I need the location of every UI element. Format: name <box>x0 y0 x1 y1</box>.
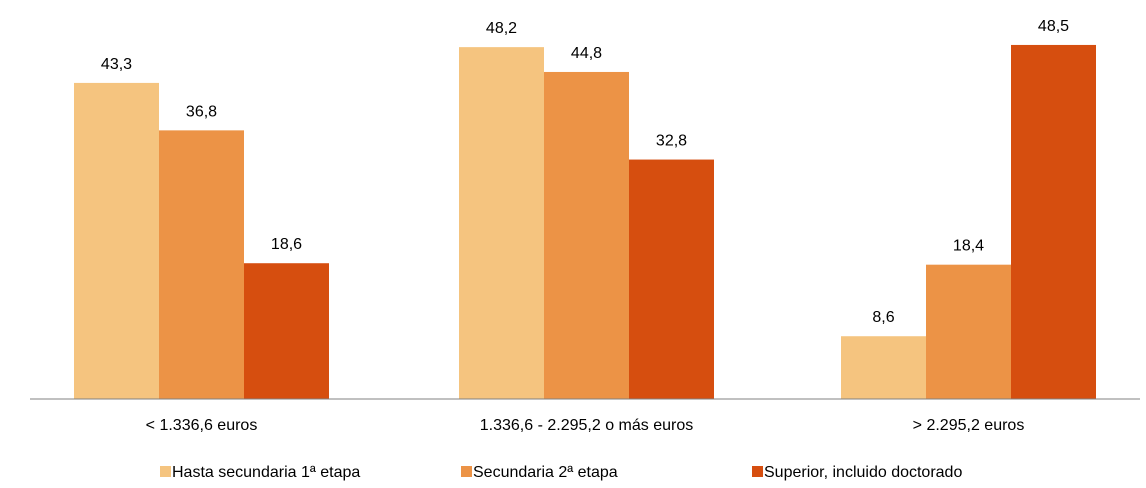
legend: Hasta secundaria 1ª etapa Secundaria 2ª e… <box>160 464 962 481</box>
legend-label: Secundaria 2ª etapa <box>473 464 618 481</box>
legend-swatch <box>160 466 171 477</box>
data-label: 32,8 <box>656 133 687 150</box>
bar <box>459 47 544 399</box>
bar <box>1011 44 1096 399</box>
x-tick-labels-group: < 1.336,6 euros 1.336,6 - 2.295,2 o más e… <box>146 417 1025 434</box>
bars-group <box>74 44 1096 400</box>
x-tick-label: < 1.336,6 euros <box>146 417 258 434</box>
data-label: 44,8 <box>571 45 602 62</box>
bar <box>244 263 329 399</box>
bar <box>74 82 159 399</box>
bar <box>159 130 244 400</box>
data-label: 43,3 <box>101 56 132 73</box>
data-label: 18,6 <box>271 236 302 253</box>
bar <box>629 159 714 399</box>
x-tick-label: > 2.295,2 euros <box>913 417 1025 434</box>
data-label: 48,5 <box>1038 18 1069 35</box>
data-label: 36,8 <box>186 103 217 120</box>
data-label: 8,6 <box>872 309 894 326</box>
data-label: 18,4 <box>953 238 984 255</box>
data-label: 48,2 <box>486 20 517 37</box>
bar <box>926 264 1011 399</box>
bar <box>841 336 926 399</box>
legend-swatch <box>752 466 763 477</box>
legend-label: Superior, incluido doctorado <box>764 464 962 481</box>
legend-label: Hasta secundaria 1ª etapa <box>172 464 360 481</box>
value-labels-group: 43,3 36,8 18,6 48,2 44,8 32,8 8,6 18,4 48,5 <box>101 18 1069 326</box>
x-tick-label: 1.336,6 - 2.295,2 o más euros <box>480 417 693 434</box>
bar <box>544 71 629 400</box>
legend-swatch <box>461 466 472 477</box>
